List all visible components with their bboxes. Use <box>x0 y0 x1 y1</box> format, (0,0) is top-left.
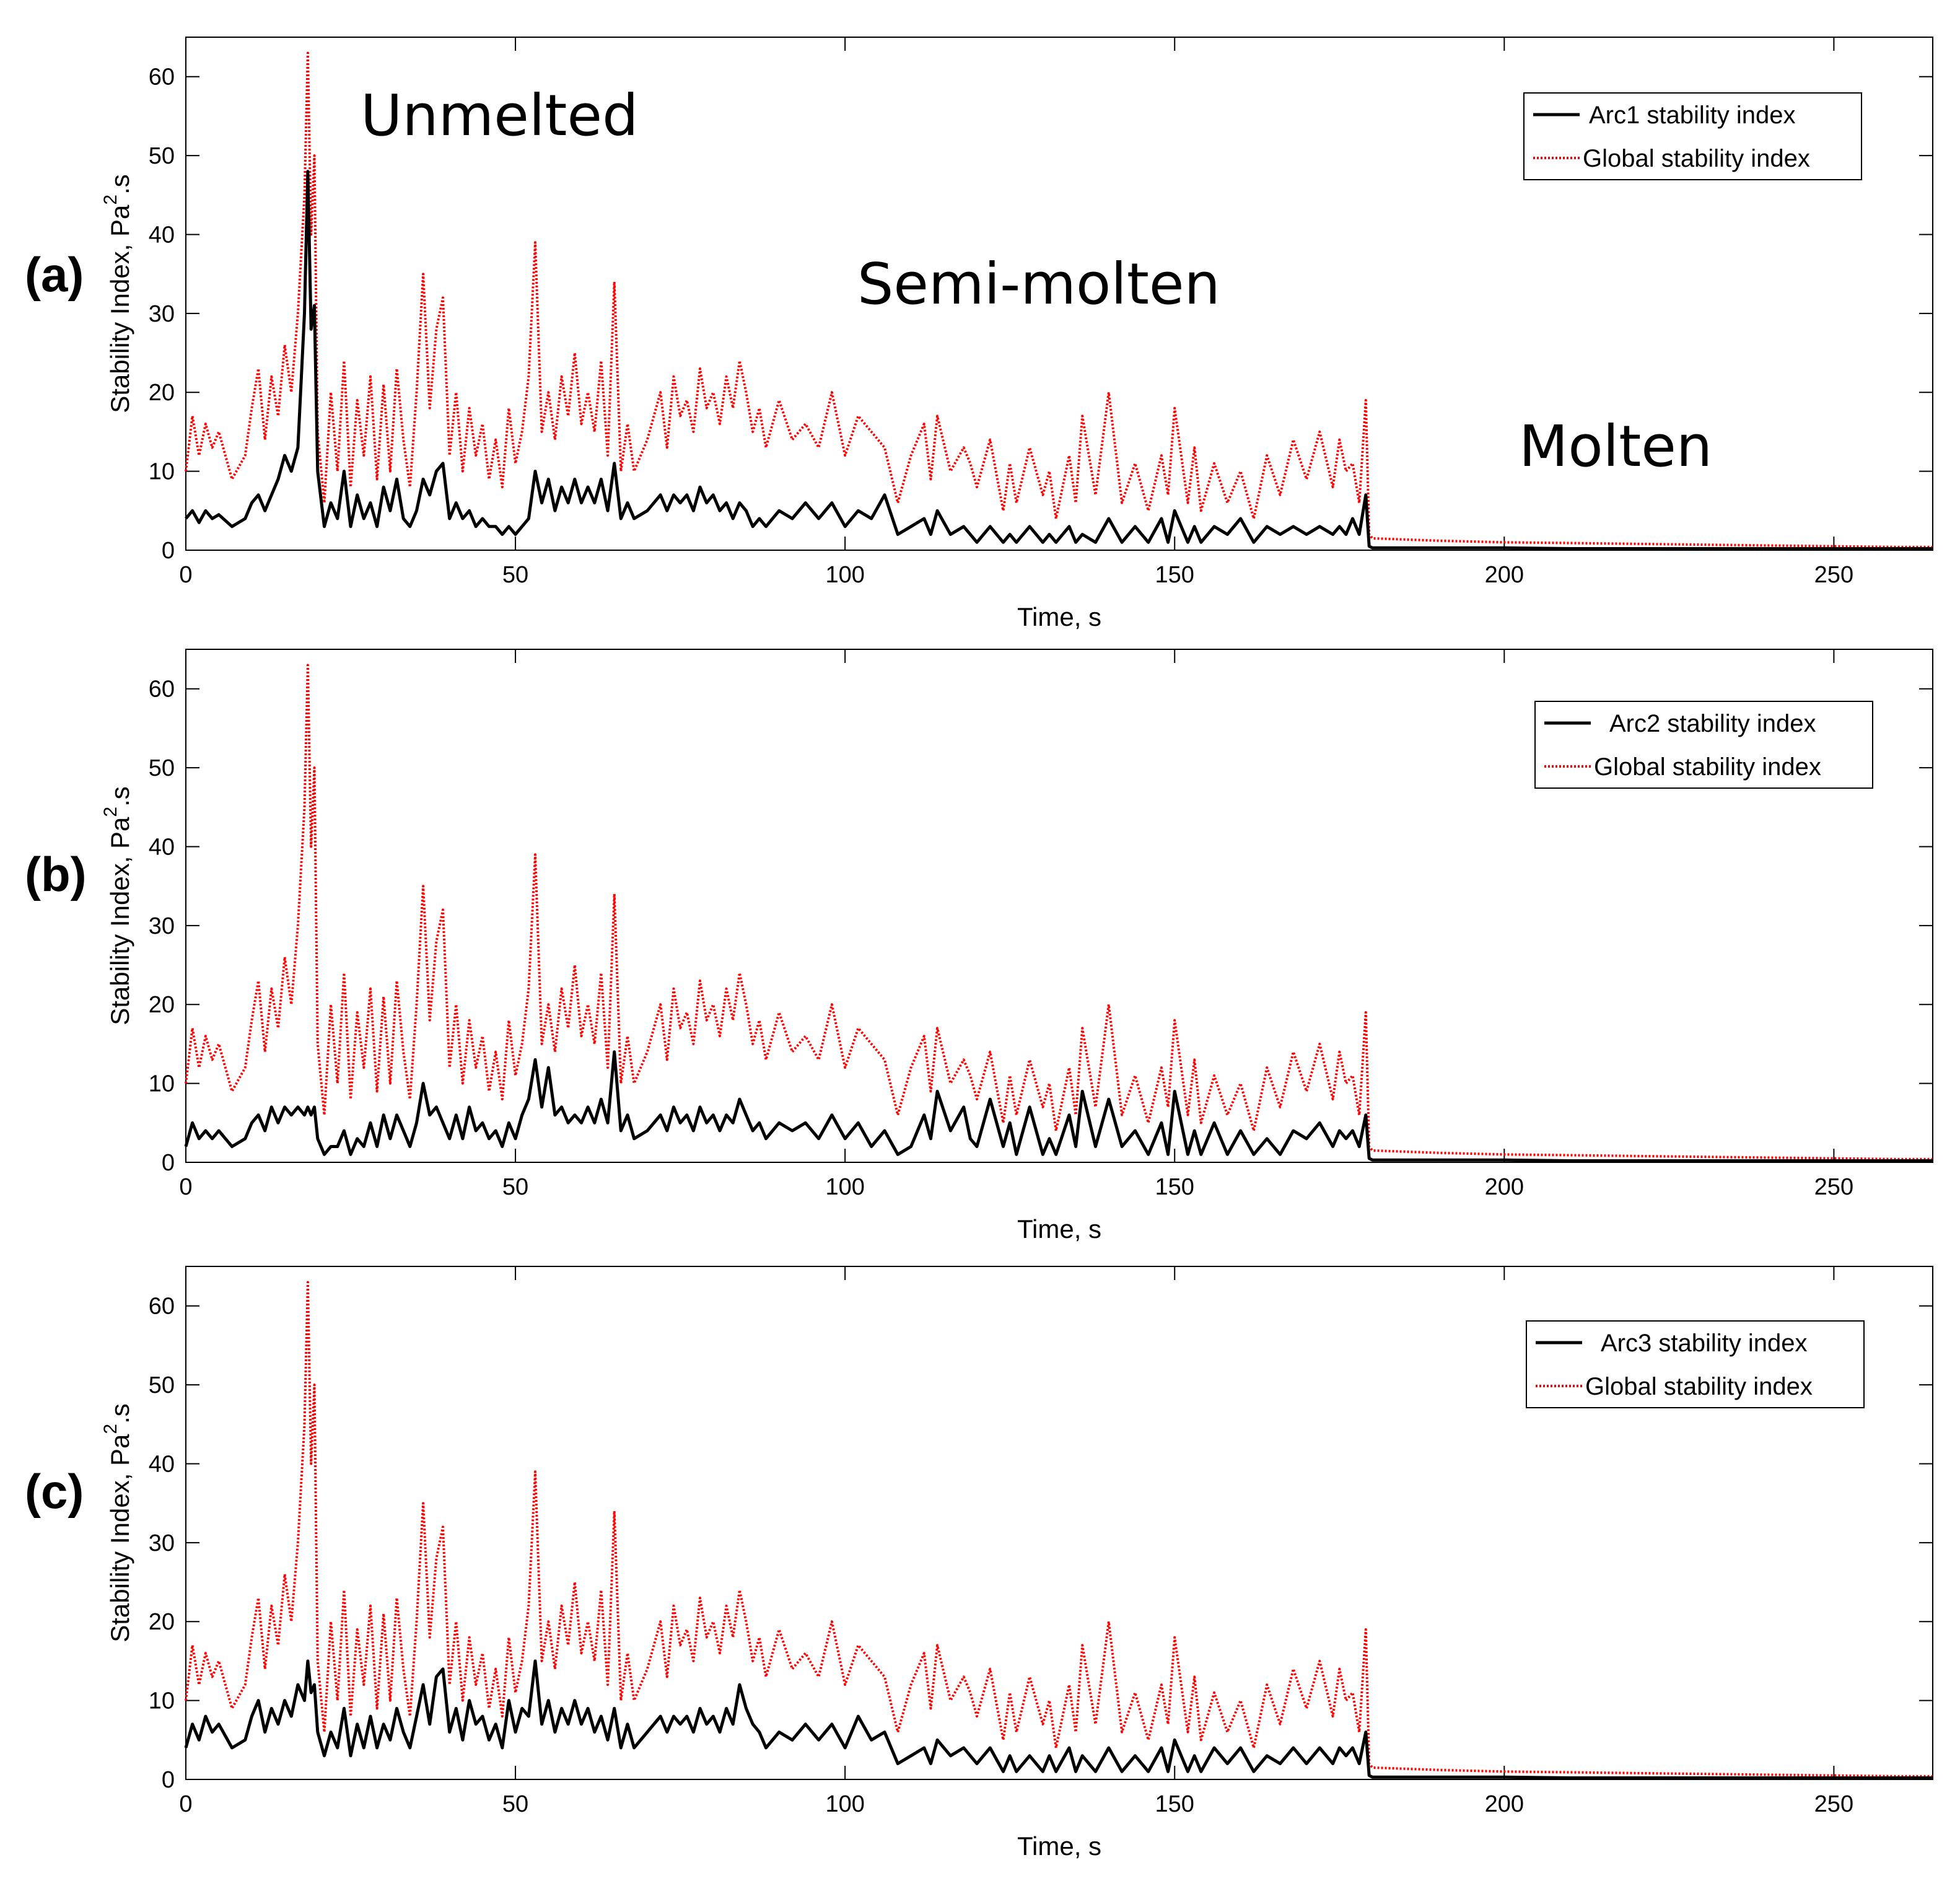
legend-label-arc: Arc2 stability index <box>1609 710 1816 737</box>
x-tick-label: 250 <box>1814 1791 1853 1817</box>
axis-ticks: 0 50 100 150 200 250 0 10 20 30 40 50 60 <box>149 649 1933 1200</box>
x-tick-label: 50 <box>502 562 528 588</box>
x-tick-label: 200 <box>1485 562 1524 588</box>
y-tick-label: 10 <box>149 1688 175 1714</box>
panel-a: 0 50 100 150 200 250 0 10 20 30 40 50 60 (a) Time, s… <box>25 37 1933 631</box>
x-tick-label: 0 <box>179 562 192 588</box>
y-tick-label: 40 <box>149 834 175 860</box>
annotation-molten: Molten <box>1519 413 1712 480</box>
series-line-global <box>185 51 1933 548</box>
legend: Arc2 stability index Global stability in… <box>1534 701 1873 789</box>
y-tick-label: 40 <box>149 1451 175 1477</box>
series-layer <box>184 1281 1933 1779</box>
panel-b: 0 50 100 150 200 250 0 10 20 30 40 50 60 (b) Time, s… <box>25 649 1933 1243</box>
y-tick-label: 50 <box>149 755 175 781</box>
y-tick-label: 30 <box>149 1530 175 1556</box>
x-tick-label: 0 <box>179 1174 192 1200</box>
annotation-unmelted: Unmelted <box>361 82 639 149</box>
panel-label: (b) <box>25 847 87 901</box>
x-tick-label: 0 <box>179 1791 192 1817</box>
y-axis-label: Stability Index, Pa2.s <box>100 1403 134 1643</box>
y-tick-label: 20 <box>149 1609 175 1635</box>
legend-box <box>1534 701 1873 789</box>
y-tick-label: 30 <box>149 913 175 939</box>
x-tick-label: 200 <box>1485 1174 1524 1200</box>
panel-label: (c) <box>25 1464 84 1519</box>
x-tick-label: 150 <box>1155 562 1194 588</box>
y-tick-label: 0 <box>162 1150 175 1176</box>
y-tick-label: 50 <box>149 1372 175 1398</box>
legend-label-global: Global stability index <box>1594 753 1821 781</box>
x-tick-label: 200 <box>1485 1791 1524 1817</box>
y-axis-label: Stability Index, Pa2.s <box>100 786 134 1025</box>
x-tick-label: 250 <box>1814 562 1853 588</box>
series-line-arc <box>184 1050 1933 1162</box>
x-tick-label: 50 <box>502 1174 528 1200</box>
axis-ticks: 0 50 100 150 200 250 0 10 20 30 40 50 60 <box>149 1266 1933 1817</box>
series-line-arc <box>184 1659 1933 1779</box>
y-tick-label: 50 <box>149 143 175 169</box>
y-tick-label: 60 <box>149 1294 175 1320</box>
y-tick-label: 20 <box>149 992 175 1018</box>
legend-label-global: Global stability index <box>1583 145 1810 172</box>
series-line-global <box>185 664 1933 1160</box>
legend-box <box>1526 1320 1865 1408</box>
panel-label: (a) <box>25 247 84 302</box>
series-line-arc <box>185 170 1933 550</box>
legend: Arc1 stability index Global stability in… <box>1523 92 1862 180</box>
x-tick-label: 50 <box>502 1791 528 1817</box>
legend-label-arc: Arc1 stability index <box>1589 102 1795 129</box>
axis-ticks: 0 50 100 150 200 250 0 10 20 30 40 50 60 <box>149 37 1933 588</box>
panel-c: 0 50 100 150 200 250 0 10 20 30 40 50 60 (c) Time, s… <box>25 1266 1933 1861</box>
x-axis-label: Time, s <box>1017 1214 1101 1243</box>
y-tick-label: 60 <box>149 64 175 90</box>
y-tick-label: 0 <box>162 538 175 564</box>
x-tick-label: 100 <box>825 1791 864 1817</box>
x-axis-label: Time, s <box>1017 1831 1101 1861</box>
y-axis-label: Stability Index, Pa2.s <box>100 174 134 413</box>
series-layer <box>185 51 1933 550</box>
x-tick-label: 150 <box>1155 1791 1194 1817</box>
x-tick-label: 100 <box>825 562 864 588</box>
y-tick-label: 10 <box>149 459 175 485</box>
legend-label-arc: Arc3 stability index <box>1601 1330 1807 1357</box>
legend-box <box>1523 92 1862 180</box>
series-layer <box>184 664 1933 1162</box>
y-tick-label: 30 <box>149 301 175 327</box>
x-tick-label: 150 <box>1155 1174 1194 1200</box>
x-axis-label: Time, s <box>1017 602 1101 631</box>
x-tick-label: 250 <box>1814 1174 1853 1200</box>
legend: Arc3 stability index Global stability in… <box>1526 1320 1865 1408</box>
series-line-global <box>185 1281 1933 1778</box>
legend-label-global: Global stability index <box>1585 1373 1813 1400</box>
y-tick-label: 10 <box>149 1071 175 1097</box>
y-tick-label: 0 <box>162 1767 175 1793</box>
y-tick-label: 20 <box>149 380 175 406</box>
annotation-semi-molten: Semi-molten <box>857 251 1220 317</box>
x-tick-label: 100 <box>825 1174 864 1200</box>
y-tick-label: 60 <box>149 677 175 703</box>
y-tick-label: 40 <box>149 222 175 248</box>
